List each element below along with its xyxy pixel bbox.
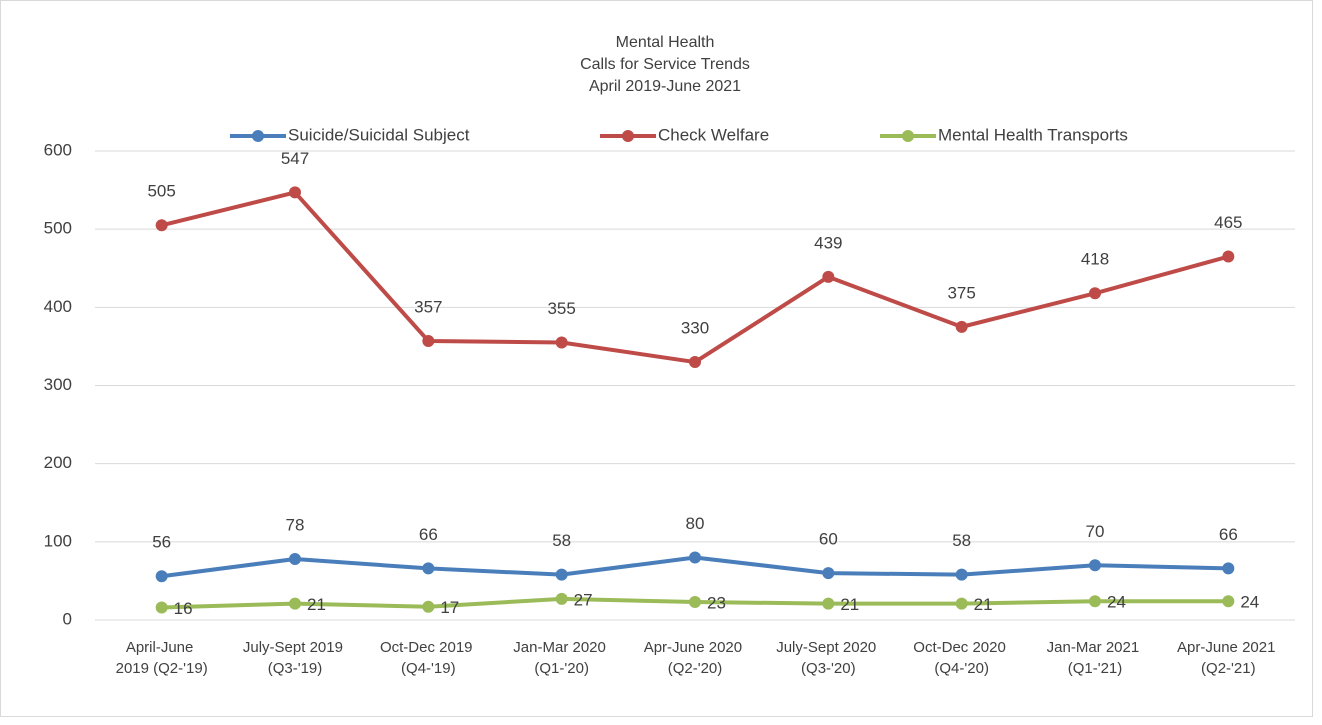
- data-point: [155, 570, 168, 583]
- x-tick-label: Jan-Mar 2020 (Q1-'20): [513, 639, 610, 677]
- data-label: 21: [840, 595, 859, 614]
- data-label: 24: [1107, 593, 1126, 612]
- data-point: [1222, 250, 1235, 263]
- legend-label: Suicide/Suicidal Subject: [288, 125, 470, 144]
- data-point: [1089, 559, 1101, 572]
- data-point: [689, 596, 701, 609]
- legend-label: Check Welfare: [658, 125, 769, 144]
- data-label: 78: [286, 516, 305, 535]
- data-point: [422, 562, 435, 575]
- data-point: [422, 600, 435, 613]
- data-point: [1089, 287, 1101, 300]
- data-label: 17: [440, 598, 459, 617]
- data-point: [555, 336, 568, 349]
- data-label: 66: [1219, 525, 1238, 544]
- data-point: [422, 334, 435, 347]
- data-label: 355: [547, 299, 575, 318]
- data-point: [822, 597, 835, 610]
- data-point: [555, 568, 568, 581]
- x-tick-label: Oct-Dec 2020 (Q4-'20): [913, 639, 1010, 677]
- data-label: 547: [281, 149, 309, 168]
- data-label: 70: [1086, 522, 1105, 541]
- data-point: [1089, 595, 1101, 608]
- y-tick-label: 500: [44, 219, 72, 238]
- data-label: 80: [686, 514, 705, 533]
- data-point: [555, 592, 568, 605]
- data-point: [155, 601, 168, 614]
- data-label: 465: [1214, 213, 1242, 232]
- legend-label: Mental Health Transports: [938, 125, 1128, 144]
- data-point: [1222, 562, 1235, 575]
- data-label: 357: [414, 297, 442, 316]
- data-label: 505: [147, 182, 175, 201]
- chart-title: April 2019-June 2021: [589, 78, 741, 95]
- y-tick-label: 100: [44, 531, 72, 550]
- data-point: [689, 551, 701, 564]
- x-tick-label: Apr-June 2021 (Q2-'21): [1177, 639, 1280, 677]
- data-label: 439: [814, 233, 842, 252]
- data-point: [955, 597, 968, 610]
- data-label: 60: [819, 530, 838, 549]
- data-label: 66: [419, 525, 438, 544]
- data-label: 21: [974, 595, 993, 614]
- data-point: [289, 597, 301, 610]
- chart-title: Calls for Service Trends: [580, 56, 750, 73]
- legend-marker: [622, 130, 634, 142]
- y-tick-label: 600: [44, 140, 72, 159]
- x-tick-label: Apr-June 2020 (Q2-'20): [644, 639, 747, 677]
- chart-title: Mental Health: [616, 34, 715, 51]
- legend-marker: [902, 130, 914, 142]
- data-point: [955, 320, 968, 333]
- data-label: 24: [1240, 593, 1259, 612]
- data-point: [155, 219, 168, 232]
- x-tick-label: July-Sept 2019 (Q3-'19): [243, 639, 347, 677]
- data-label: 330: [681, 319, 709, 338]
- y-tick-label: 0: [63, 609, 72, 628]
- data-label: 56: [152, 533, 171, 552]
- data-point: [689, 356, 701, 369]
- data-point: [822, 270, 835, 283]
- data-point: [289, 553, 301, 566]
- data-label: 375: [947, 283, 975, 302]
- x-tick-label: Oct-Dec 2019 (Q4-'19): [380, 639, 477, 677]
- legend-marker: [252, 130, 264, 142]
- data-point: [1222, 595, 1235, 608]
- x-tick-label: Jan-Mar 2021 (Q1-'21): [1047, 639, 1144, 677]
- data-point: [822, 567, 835, 580]
- y-tick-label: 300: [44, 375, 72, 394]
- data-label: 23: [707, 594, 726, 613]
- x-tick-label: July-Sept 2020 (Q3-'20): [776, 639, 880, 677]
- x-tick-label: April-June 2019 (Q2-'19): [116, 639, 208, 677]
- data-point: [955, 568, 968, 581]
- data-label: 58: [552, 531, 571, 550]
- y-tick-label: 400: [44, 297, 72, 316]
- data-point: [289, 186, 301, 199]
- data-label: 21: [307, 595, 326, 614]
- data-label: 418: [1081, 250, 1109, 269]
- data-label: 16: [174, 599, 193, 618]
- y-tick-label: 200: [44, 453, 72, 472]
- data-label: 27: [574, 590, 593, 609]
- data-label: 58: [952, 531, 971, 550]
